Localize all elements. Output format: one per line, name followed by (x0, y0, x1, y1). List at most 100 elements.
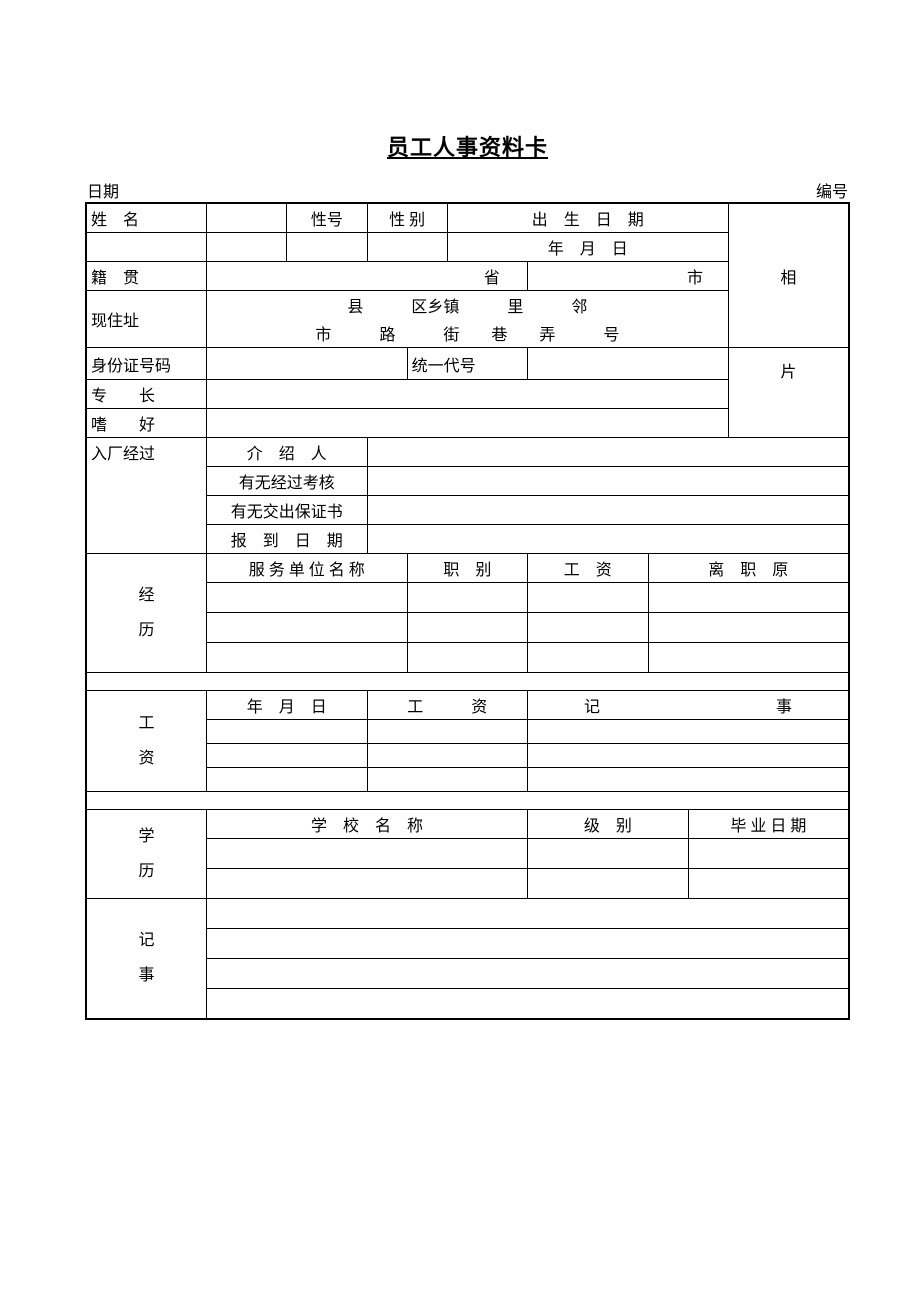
exp-pos-3 (407, 643, 527, 673)
exp-pos-1 (407, 583, 527, 613)
sal-date-1 (206, 720, 367, 744)
name-cell-cont (86, 233, 206, 262)
salary-wage-label: 工 资 (367, 691, 528, 720)
id-label: 身份证号码 (86, 348, 206, 380)
gap-2 (86, 792, 849, 810)
exp-reason1: 离 职 原 (708, 562, 788, 579)
gender-label: 性 别 (367, 203, 447, 233)
notes-line-2 (206, 929, 849, 959)
sal-note-3 (528, 768, 849, 792)
exp-bot: 历 (138, 622, 154, 639)
exp-rea-1 (648, 583, 849, 613)
edu-level-2 (528, 869, 689, 899)
form-table: 姓 名 性号 性 别 出 生 日 期 相 年 月 日 籍 贯 省 市 现住址 县… (85, 202, 850, 1020)
notes-bot: 事 (138, 967, 154, 984)
reportdate-value (367, 525, 849, 554)
row-exp-header: 经历 服 务 单 位 名 称 职 别 工 资 离 职 原 (86, 554, 849, 583)
exp-sal-1 (528, 583, 648, 613)
exp-unit-3 (206, 643, 407, 673)
exp-unit-2 (206, 613, 407, 643)
city-text: 市 (687, 270, 703, 287)
edu-grad-2 (688, 869, 849, 899)
edu-section-label: 学历 (86, 810, 206, 899)
warranty-value (367, 496, 849, 525)
edu-level-label: 级 别 (528, 810, 689, 839)
unicode-value (528, 348, 729, 380)
exp-unit-1 (206, 583, 407, 613)
sal-wage-2 (367, 744, 528, 768)
photo-top: 相 (728, 203, 849, 348)
edu-bot: 历 (138, 863, 154, 880)
reportdate-label: 报 到 日 期 (206, 525, 367, 554)
row-edu-header: 学历 学 校 名 称 级 别 毕 业 日 期 (86, 810, 849, 839)
photo-bottom: 片 (728, 348, 849, 438)
row-name: 姓 名 性号 性 别 出 生 日 期 相 (86, 203, 849, 233)
form-title: 员工人事资料卡 (85, 130, 850, 162)
exam-value (367, 467, 849, 496)
exp-salary-label: 工 资 (528, 554, 648, 583)
row-salary-header: 工资 年 月 日 工 资 记 事 (86, 691, 849, 720)
unicode-label: 统一代号 (407, 348, 527, 380)
row-id: 身份证号码 统一代号 片 (86, 348, 849, 380)
exp-rea-2 (648, 613, 849, 643)
exp-reason-label: 离 职 原 (648, 554, 849, 583)
exp-pos-label: 职 别 (407, 554, 527, 583)
specialty-value (206, 380, 728, 409)
blank (367, 233, 447, 262)
introducer-value (367, 438, 849, 467)
salary-section-label: 工资 (86, 691, 206, 792)
edu-school-2 (206, 869, 527, 899)
blank (206, 233, 286, 262)
row-notes-1: 记事 (86, 899, 849, 929)
document-page: 员工人事资料卡 日期 编号 姓 名 性号 性 别 出 生 日 期 相 (0, 0, 920, 1300)
meta-row: 日期 编号 (85, 178, 850, 202)
city-cell: 市 (528, 262, 729, 291)
province-cell: 省 (206, 262, 527, 291)
exp-unit-label: 服 务 单 位 名 称 (206, 554, 407, 583)
exp-section-label: 经历 (86, 554, 206, 673)
edu-top: 学 (138, 828, 154, 845)
sal-bot: 资 (138, 750, 154, 767)
hobby-label: 嗜 好 (86, 409, 206, 438)
addr-line1: 县 区乡镇 里 邻 (206, 291, 728, 320)
sal-top: 工 (138, 715, 154, 732)
notes-line-4 (206, 989, 849, 1019)
sal-wage-3 (367, 768, 528, 792)
notes-line-1 (206, 899, 849, 929)
specialty-label: 专 长 (86, 380, 206, 409)
birth-ymd: 年 月 日 (447, 233, 728, 262)
edu-school-1 (206, 839, 527, 869)
serial-label: 编号 (816, 178, 848, 202)
notes-line-3 (206, 959, 849, 989)
sal-note-1 (528, 720, 849, 744)
xinghao-label: 性号 (287, 203, 367, 233)
province-text: 省 (484, 270, 500, 287)
id-value (206, 348, 407, 380)
warranty-label: 有无交出保证书 (206, 496, 367, 525)
factory-label: 入厂经过 (86, 438, 206, 554)
name-value (206, 203, 286, 233)
gap-1 (86, 673, 849, 691)
edu-grad-1 (688, 839, 849, 869)
exp-sal-3 (528, 643, 648, 673)
exp-pos-2 (407, 613, 527, 643)
notes-top: 记 (138, 932, 154, 949)
sal-note-2 (528, 744, 849, 768)
edu-grad-label: 毕 业 日 期 (688, 810, 849, 839)
exam-label: 有无经过考核 (206, 467, 367, 496)
introducer-label: 介 绍 人 (206, 438, 367, 467)
edu-level-1 (528, 839, 689, 869)
sal-date-2 (206, 744, 367, 768)
salary-date-label: 年 月 日 (206, 691, 367, 720)
date-label: 日期 (87, 178, 119, 202)
sal-wage-1 (367, 720, 528, 744)
hobby-value (206, 409, 728, 438)
row-factory-1: 入厂经过 介 绍 人 (86, 438, 849, 467)
blank (287, 233, 367, 262)
addr-line2: 市 路 街 巷 弄 号 (206, 319, 728, 348)
exp-rea-3 (648, 643, 849, 673)
notes-section-label: 记事 (86, 899, 206, 1019)
exp-top: 经 (138, 587, 154, 604)
birth-label: 出 生 日 期 (447, 203, 728, 233)
sal-date-3 (206, 768, 367, 792)
